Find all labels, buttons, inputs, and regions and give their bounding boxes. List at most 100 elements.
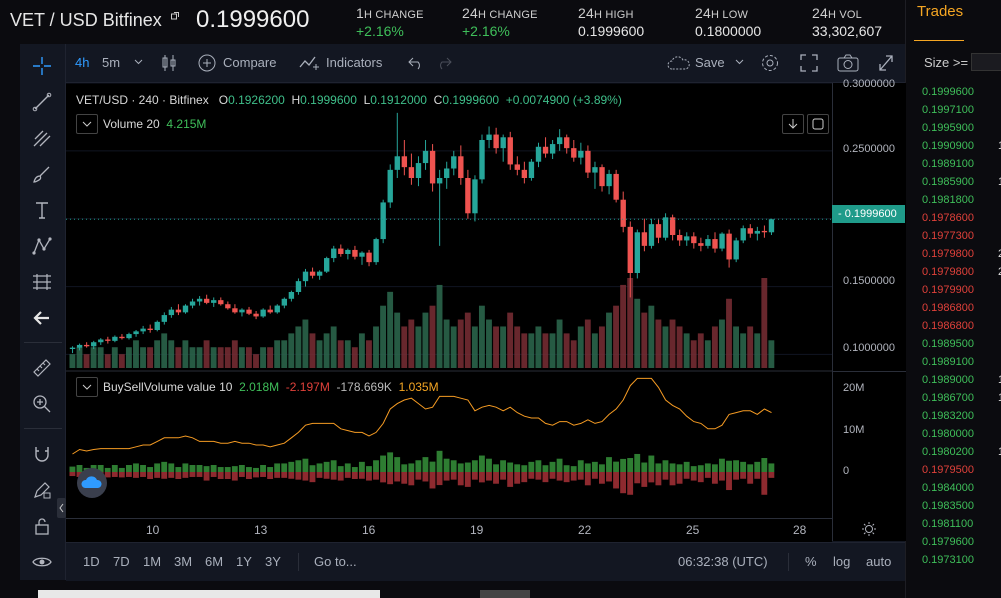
text-tool[interactable] xyxy=(26,196,58,224)
range-1m-button[interactable]: 1M xyxy=(143,554,162,569)
trade-row[interactable]: 0.1979500 xyxy=(922,461,1001,479)
trade-row[interactable]: 0.1980000 xyxy=(922,425,1001,443)
camera-icon[interactable] xyxy=(837,54,859,72)
trade-row[interactable]: 0.1986700 1 xyxy=(922,389,1001,407)
price-chart[interactable] xyxy=(66,83,832,541)
sidebar-collapse-handle[interactable] xyxy=(57,498,66,518)
save-button[interactable]: Save xyxy=(695,55,725,70)
pattern-tool[interactable] xyxy=(26,232,58,260)
auto-scale-button[interactable]: auto xyxy=(866,554,892,569)
brush-tool[interactable] xyxy=(26,160,58,188)
interval-5m-button[interactable]: 5m xyxy=(102,55,121,70)
chevron-down-icon[interactable] xyxy=(735,59,744,65)
chart-plot-area[interactable] xyxy=(66,83,832,541)
price-axis[interactable]: 0.3000000 0.2500000 0.1500000 0.1000000 … xyxy=(832,78,906,541)
trade-row[interactable]: 0.1980200 1 xyxy=(922,443,1001,461)
trade-row[interactable]: 0.1997100 xyxy=(922,101,1001,119)
sun-icon[interactable] xyxy=(861,521,877,537)
trade-row[interactable]: 0.1989500 xyxy=(922,335,1001,353)
trade-row[interactable]: 0.1981800 xyxy=(922,191,1001,209)
trade-row[interactable]: 0.1989100 xyxy=(922,155,1001,173)
visibility-tool[interactable] xyxy=(26,548,58,576)
ruler-tool[interactable] xyxy=(26,354,58,382)
candle-style-icon[interactable] xyxy=(161,54,177,72)
pitchfork-tool[interactable] xyxy=(26,124,58,152)
ruler-icon xyxy=(33,359,51,377)
range-7d-button[interactable]: 7D xyxy=(113,554,130,569)
range-3m-button[interactable]: 3M xyxy=(174,554,193,569)
trade-row[interactable]: 0.1984000 xyxy=(922,479,1001,497)
candle-body xyxy=(479,140,485,180)
volume-bar xyxy=(302,319,309,368)
plus-circle-icon[interactable] xyxy=(198,54,216,72)
trade-row[interactable]: 0.1983200 xyxy=(922,407,1001,425)
trade-row[interactable]: 0.1977300 xyxy=(922,227,1001,245)
volume-bar xyxy=(599,326,605,368)
cloud-icon[interactable] xyxy=(666,55,692,71)
zoom-tool[interactable] xyxy=(26,390,58,418)
indicators-icon[interactable] xyxy=(299,55,321,71)
trend-line-tool[interactable] xyxy=(26,88,58,116)
trade-row[interactable]: 0.1973100 xyxy=(922,551,1001,569)
bsv-collapse-button[interactable] xyxy=(76,377,98,397)
share-icon[interactable] xyxy=(877,53,895,73)
scroll-down-button[interactable] xyxy=(782,114,804,134)
range-6m-button[interactable]: 6M xyxy=(205,554,224,569)
trade-row[interactable]: 0.1979800 2 xyxy=(922,263,1001,281)
trade-row[interactable]: 0.1999600 xyxy=(922,83,1001,101)
trade-row[interactable]: 0.1995900 xyxy=(922,119,1001,137)
candle-body xyxy=(373,239,379,263)
utc-clock[interactable]: 06:32:38 (UTC) xyxy=(678,554,768,569)
volume-bar xyxy=(429,305,436,368)
trade-row[interactable]: 0.1979900 xyxy=(922,281,1001,299)
fullscreen-icon[interactable] xyxy=(800,54,818,72)
percent-scale-button[interactable]: % xyxy=(805,554,817,569)
redo-icon[interactable] xyxy=(436,56,452,70)
tab-trades[interactable]: Trades xyxy=(917,3,964,20)
trade-row[interactable]: 0.1979600 xyxy=(922,533,1001,551)
trade-row[interactable]: 0.1985900 1 xyxy=(922,173,1001,191)
chevron-down-icon[interactable] xyxy=(134,59,143,65)
trade-row[interactable]: 0.1986800 xyxy=(922,299,1001,317)
size-filter-input[interactable] xyxy=(971,53,1001,71)
volume-collapse-button[interactable] xyxy=(76,114,98,134)
trade-row[interactable]: 0.1990900 1 xyxy=(922,137,1001,155)
range-1y-button[interactable]: 1Y xyxy=(236,554,252,569)
undo-icon[interactable] xyxy=(408,56,424,70)
bsv-buy-bar xyxy=(500,460,507,472)
back-tool[interactable] xyxy=(26,304,58,332)
compare-button[interactable]: Compare xyxy=(223,55,277,70)
candle-body xyxy=(422,150,429,164)
time-axis[interactable]: 10 13 16 19 22 25 28 xyxy=(66,518,832,543)
range-1d-button[interactable]: 1D xyxy=(83,554,100,569)
tradingview-logo[interactable] xyxy=(77,468,107,498)
crosshair-tool[interactable] xyxy=(26,52,58,80)
trade-row[interactable]: 0.1979800 2 xyxy=(922,245,1001,263)
trade-row[interactable]: 0.1981100 xyxy=(922,515,1001,533)
pair-title[interactable]: VET / USD Bitfinex xyxy=(10,10,179,31)
lock-tool[interactable] xyxy=(26,512,58,540)
trade-row[interactable]: 0.1989000 1 xyxy=(922,371,1001,389)
bsv-buy-bar xyxy=(415,460,422,472)
lock-drawing-tool[interactable] xyxy=(26,476,58,504)
volume-bar xyxy=(133,340,139,368)
candle-body xyxy=(585,150,591,173)
interval-4h-button[interactable]: 4h xyxy=(75,55,90,70)
trade-row[interactable]: 0.1989100 xyxy=(922,353,1001,371)
maximize-pane-button[interactable] xyxy=(807,114,829,134)
footer-scroll-thumb[interactable] xyxy=(480,590,530,598)
external-link-icon[interactable] xyxy=(170,12,179,20)
trade-row[interactable]: 0.1986800 xyxy=(922,317,1001,335)
bsv-sell-bar xyxy=(549,472,556,479)
trade-row[interactable]: 0.1983500 xyxy=(922,497,1001,515)
goto-date-button[interactable]: Go to... xyxy=(314,554,357,569)
indicators-button[interactable]: Indicators xyxy=(326,55,383,70)
fib-tool[interactable] xyxy=(26,268,58,296)
trade-row[interactable]: 0.1978600 xyxy=(922,209,1001,227)
log-scale-button[interactable]: log xyxy=(833,554,851,569)
candle-body xyxy=(733,240,739,260)
candle-body xyxy=(161,315,167,322)
range-3y-button[interactable]: 3Y xyxy=(265,554,281,569)
gear-icon[interactable] xyxy=(760,53,780,73)
magnet-tool[interactable] xyxy=(26,440,58,468)
